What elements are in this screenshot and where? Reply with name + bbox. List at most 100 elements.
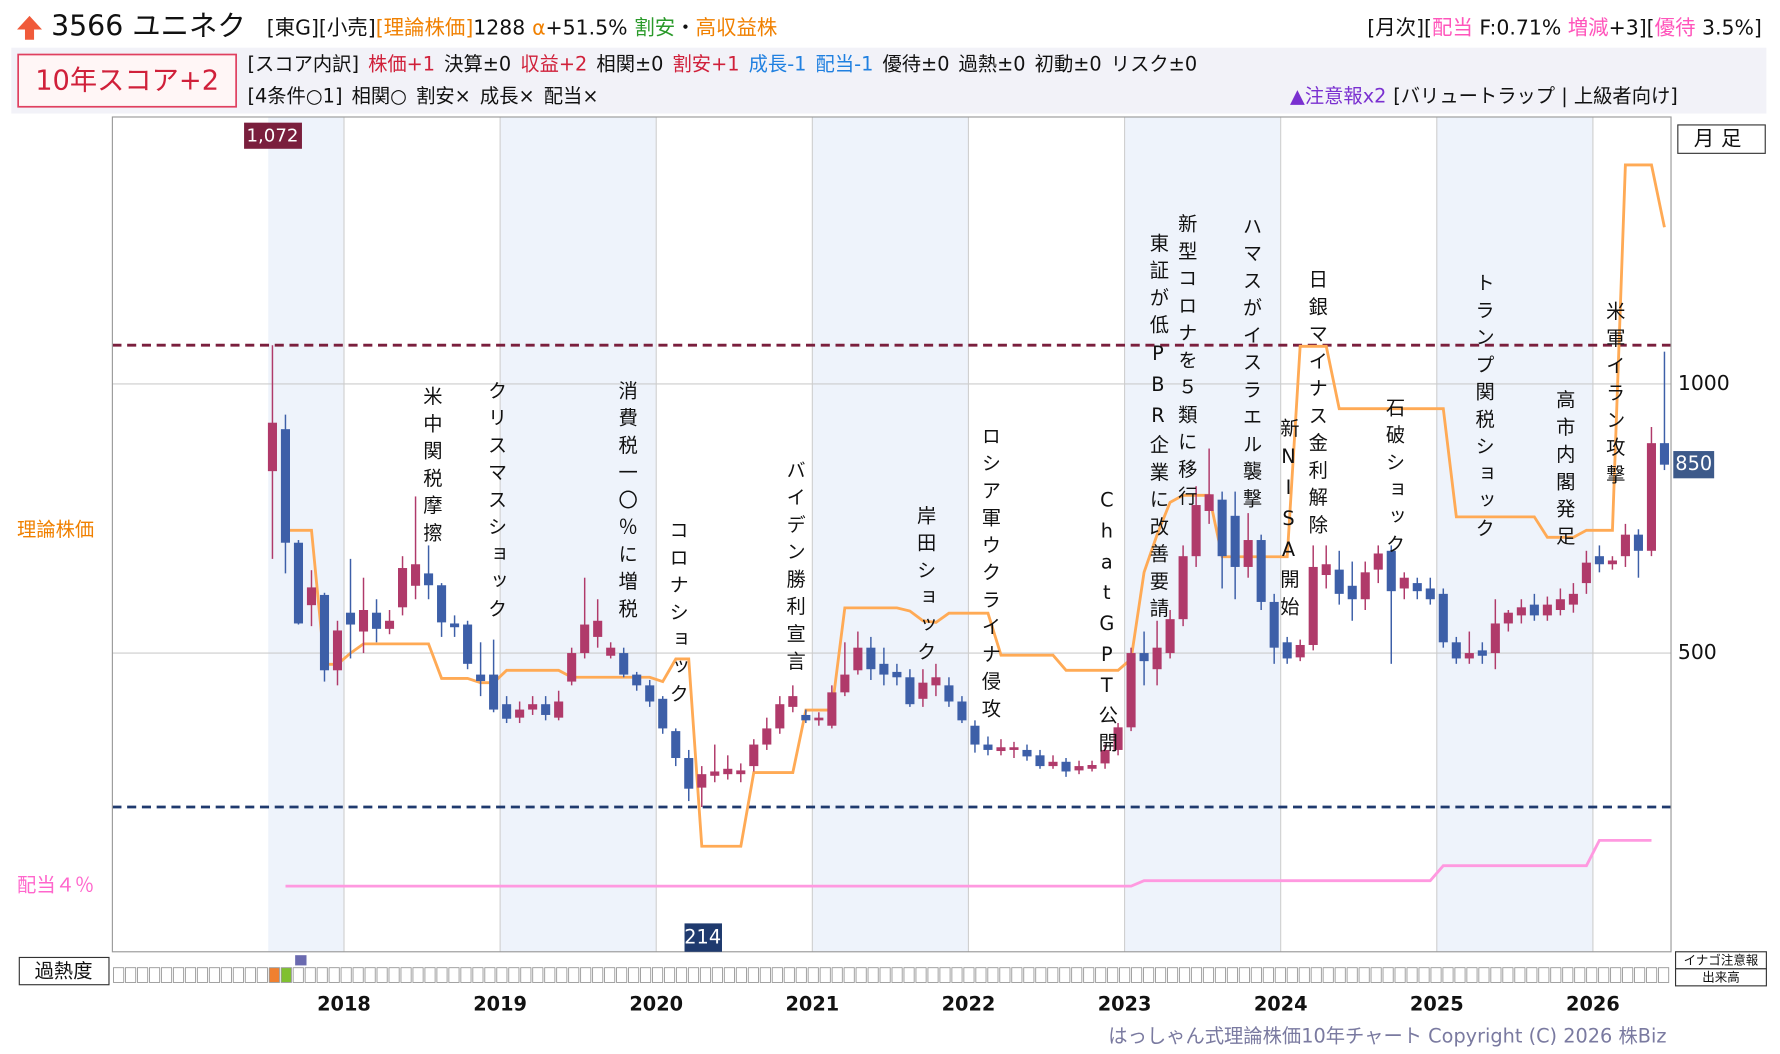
overheat-cell — [544, 967, 556, 983]
candle-body — [840, 674, 850, 693]
overheat-cell — [1250, 967, 1262, 983]
candle-body — [437, 585, 447, 623]
x-tick-label: 2023 — [1098, 993, 1152, 1016]
overheat-cell — [1071, 967, 1083, 983]
overheat-cell — [1358, 967, 1370, 983]
candle-body — [983, 744, 993, 750]
candle-body — [1594, 556, 1604, 565]
overheat-cell — [1490, 967, 1502, 983]
header-band — [11, 47, 1767, 114]
overheat-cell — [580, 967, 592, 983]
overheat-cell — [1095, 967, 1107, 983]
x-tick-label: 2020 — [629, 993, 683, 1016]
overheat-cell — [1226, 967, 1238, 983]
candle-body — [1360, 572, 1370, 600]
event-annotation: 東証が低PBR企業に改善要請 — [1146, 233, 1169, 626]
overheat-cell — [1466, 967, 1478, 983]
overheat-cell — [735, 967, 747, 983]
candle-body — [1178, 556, 1188, 620]
overheat-cell — [951, 967, 963, 983]
overheat-cell — [807, 967, 819, 983]
overheat-cell — [1059, 967, 1071, 983]
candle-body — [1438, 593, 1448, 643]
candle-body — [1425, 588, 1435, 600]
candle-body — [1165, 619, 1175, 654]
overheat-cell — [376, 967, 388, 983]
candle-body — [606, 647, 616, 656]
candle-body — [1412, 583, 1422, 592]
up-arrow-icon — [17, 15, 43, 40]
score-item: 成長-1 — [749, 52, 807, 75]
candle-body — [1295, 644, 1305, 658]
x-tick-label: 2024 — [1254, 993, 1308, 1016]
x-tick-label: 2021 — [785, 993, 839, 1016]
info: [理論株価] — [376, 15, 474, 39]
candle-body — [1204, 494, 1214, 511]
score-item: 割安+1 — [673, 52, 740, 75]
overheat-cell — [1574, 967, 1586, 983]
y-tick-label: 500 — [1678, 640, 1717, 664]
candle-body — [632, 674, 642, 686]
candle-body — [1087, 765, 1097, 769]
overheat-cell — [304, 967, 316, 983]
overheat-cell — [520, 967, 532, 983]
monthly: 増減 — [1568, 15, 1609, 39]
overheat-cell — [472, 967, 484, 983]
overheat-cell — [244, 967, 256, 983]
overheat-cell — [1634, 967, 1646, 983]
candle-body — [619, 653, 629, 675]
overheat-cell — [460, 967, 472, 983]
candle-body — [1009, 747, 1019, 750]
overheat-cell — [699, 967, 712, 983]
info-line: [東G][小売][理論株価]1288 α+51.5% 割安・高収益株 — [267, 15, 778, 39]
side-label: 出来高 — [1702, 969, 1739, 984]
candle-body — [723, 768, 733, 775]
candle-body — [1191, 505, 1201, 557]
overheat-cell — [927, 967, 939, 983]
score-badge-box — [17, 53, 237, 108]
overheat-cell — [1550, 967, 1562, 983]
candle-body — [996, 747, 1006, 752]
overheat-cell — [1286, 967, 1298, 983]
monthly: [月次][ — [1367, 15, 1432, 39]
overheat-flag — [295, 955, 307, 966]
candle-body — [358, 610, 369, 632]
year-band — [1124, 116, 1281, 952]
overheat-cell — [1526, 967, 1538, 983]
score-item: 収益+2 — [520, 52, 587, 75]
candle-body — [489, 674, 499, 710]
overheat-cell — [1394, 967, 1406, 983]
overheat-box — [18, 956, 110, 986]
info: 1288 — [473, 15, 525, 39]
candle-body — [1321, 564, 1331, 576]
overheat-cell — [963, 967, 975, 983]
warning: ▲注意報x2 — [1290, 84, 1386, 107]
overheat-cell — [484, 967, 496, 983]
candle-body — [1022, 749, 1032, 757]
overheat-cell — [747, 967, 759, 983]
candle-body — [1230, 515, 1240, 567]
overheat-cell — [352, 967, 364, 983]
overheat-cell — [1418, 967, 1430, 983]
candle-body — [931, 677, 941, 686]
monthly: 優待 — [1655, 15, 1696, 39]
side-label: イナゴ注意報 — [1684, 952, 1759, 967]
overheat-cell — [196, 967, 209, 983]
candle-body — [424, 573, 434, 586]
overheat-cell — [1514, 967, 1526, 983]
overheat-cell — [687, 967, 700, 983]
plot-frame — [111, 116, 1672, 953]
overheat-cell — [1322, 967, 1334, 983]
overheat-cell — [891, 967, 903, 983]
overheat-cell — [1454, 967, 1466, 983]
info: [東G][小売] — [267, 15, 376, 39]
candle-body — [1100, 749, 1110, 764]
overheat-cell — [1586, 967, 1598, 983]
candle-body — [1334, 569, 1344, 594]
overheat-cell — [316, 967, 328, 983]
x-tick-label: 2019 — [473, 993, 527, 1016]
overheat-cell — [915, 967, 927, 983]
overheat-cell — [412, 967, 424, 983]
candle-body — [371, 612, 382, 629]
overheat-cell — [1382, 967, 1394, 983]
